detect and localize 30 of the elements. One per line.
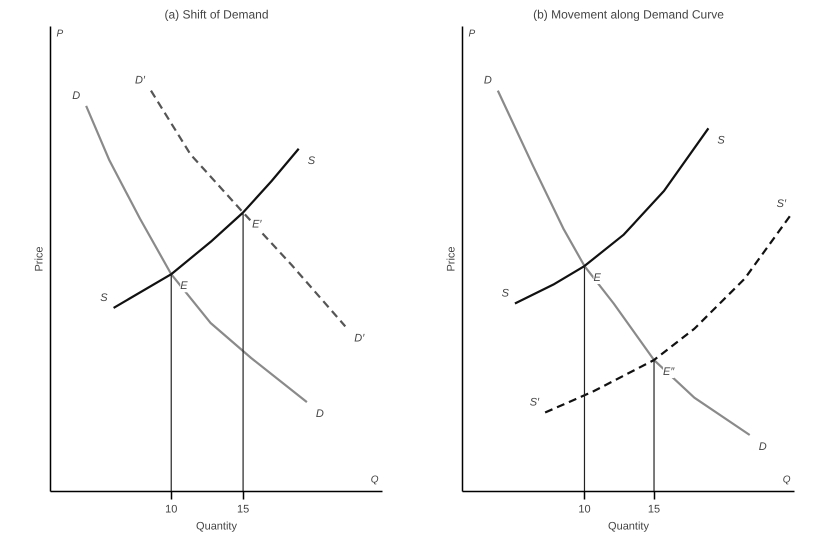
series-label: S′ [530, 396, 540, 409]
annotation: E″ [663, 366, 676, 378]
x-tick-label: 10 [165, 504, 178, 516]
annotation: D [316, 408, 324, 420]
x-tick-label: 15 [648, 504, 660, 516]
annotation: E [593, 272, 602, 284]
annotation: D [758, 440, 767, 453]
annotation: S [308, 154, 316, 167]
x-axis-title: Quantity [608, 520, 650, 532]
x-axis-title: Quantity [196, 520, 238, 532]
x-tick-label: 10 [578, 504, 591, 516]
series-label: S [100, 292, 108, 304]
annotation: E [180, 280, 188, 292]
y-axis-title: Price [34, 246, 46, 272]
annotation: Q [782, 474, 791, 486]
series-label: D [72, 90, 80, 102]
annotation: S′ [776, 198, 787, 210]
y-axis-title: Price [446, 246, 458, 272]
text: P [56, 28, 64, 40]
series-label: S [502, 287, 510, 300]
annotation: Q [370, 474, 379, 486]
annotation: E′ [252, 218, 262, 230]
x-tick-label: 15 [236, 504, 250, 516]
series-label: D [484, 74, 492, 87]
text: P [468, 28, 476, 40]
annotation: D′ [354, 332, 366, 344]
series-label: D′ [134, 74, 146, 87]
chart-title: (a) Shift of Demand [164, 8, 269, 22]
annotation: S [717, 134, 726, 146]
chart-title: (b) Movement along Demand Curve [533, 8, 724, 22]
